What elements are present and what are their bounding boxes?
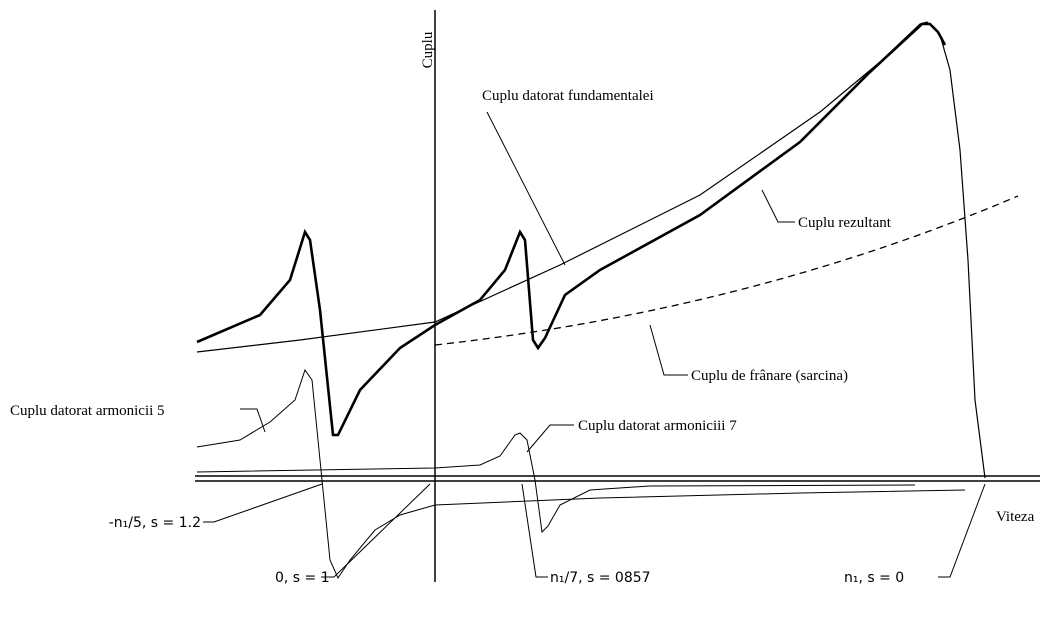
curve-label: Cuplu datorat fundamentalei — [482, 88, 654, 104]
leader — [486, 111, 566, 266]
curve-label: Cuplu datorat armoniciii 7 — [578, 418, 737, 434]
leader — [203, 483, 323, 523]
load-curve — [434, 195, 1019, 346]
leader — [938, 483, 986, 578]
point-label: n₁/7, s = 0857 — [550, 570, 651, 586]
leader — [321, 483, 431, 578]
point-label: 0, s = 1 — [275, 570, 330, 586]
harmonic5-curve — [196, 368, 966, 580]
leader — [649, 324, 688, 376]
curve-label: Cuplu rezultant — [798, 215, 892, 231]
resultant-curve — [196, 22, 947, 437]
harmonic7-curve — [196, 432, 916, 534]
curve-label: Cuplu datorat armonicii 5 — [10, 403, 165, 419]
x-axis-label: Viteza — [996, 509, 1035, 525]
leader — [761, 189, 795, 223]
leader — [240, 408, 266, 433]
point-label: -n₁/5, s = 1.2 — [109, 515, 201, 531]
curve-label: Cuplu de frânare (sarcina) — [691, 368, 848, 384]
y-axis-label: Cuplu — [420, 31, 436, 68]
point-label: n₁, s = 0 — [844, 570, 904, 586]
leader — [526, 424, 574, 453]
leader — [521, 483, 548, 578]
